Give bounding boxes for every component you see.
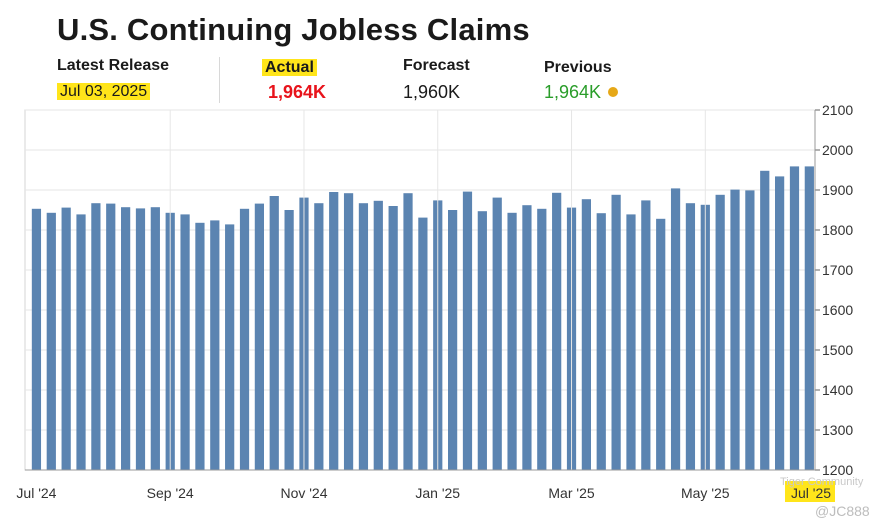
- bar: [225, 224, 235, 470]
- bar: [760, 170, 770, 471]
- y-tick-label: 1700: [822, 262, 853, 278]
- status-dot-icon: [608, 87, 619, 97]
- bar: [373, 200, 383, 471]
- x-tick-label: Mar '25: [548, 485, 594, 501]
- x-tick-label: Sep '24: [147, 485, 194, 501]
- bar: [135, 208, 146, 470]
- bar: [284, 210, 294, 470]
- x-tick-label: Jul '24: [16, 485, 56, 501]
- bar: [626, 214, 636, 470]
- bar: [388, 206, 398, 470]
- bar: [789, 166, 800, 470]
- x-tick-label: Nov '24: [280, 485, 327, 501]
- bar: [552, 192, 562, 471]
- previous-value-wrap: 1,964K: [544, 82, 619, 103]
- y-tick-label: 1300: [822, 422, 853, 438]
- bar: [343, 193, 354, 470]
- bar: [477, 211, 487, 470]
- forecast-value: 1,960K: [403, 82, 461, 102]
- bar: [448, 210, 458, 470]
- bar: [462, 191, 473, 470]
- bar: [804, 166, 814, 470]
- y-tick-label: 1400: [822, 382, 853, 398]
- actual-label: Actual: [262, 59, 317, 76]
- bar: [685, 203, 696, 470]
- latest-release-label: Latest Release: [57, 57, 170, 74]
- bar: [715, 194, 725, 471]
- bar: [745, 190, 755, 470]
- previous-label: Previous: [544, 59, 612, 76]
- latest-release-value: Jul 03, 2025: [57, 83, 151, 100]
- x-tick-highlight: [785, 481, 835, 502]
- bar: [150, 207, 160, 470]
- bar: [329, 192, 339, 470]
- y-tick-label: 2100: [822, 102, 853, 118]
- bar: [195, 222, 205, 470]
- bar: [730, 189, 740, 470]
- bar: [358, 203, 369, 470]
- bar: [31, 208, 42, 471]
- bar: [314, 203, 324, 470]
- y-tick-label: 1900: [822, 182, 853, 198]
- bar: [596, 213, 606, 470]
- bar: [61, 207, 71, 470]
- previous-value: 1,964K: [544, 82, 602, 102]
- x-tick-label: Jan '25: [415, 485, 460, 501]
- bar: [492, 197, 502, 470]
- bar: [775, 176, 785, 470]
- bar: [670, 188, 681, 470]
- bar: [507, 212, 517, 471]
- bar: [656, 218, 666, 470]
- actual-value: 1,964K: [268, 82, 327, 102]
- bar: [239, 208, 250, 471]
- y-tick-label: 1500: [822, 342, 853, 358]
- bar: [537, 208, 547, 471]
- bar: [121, 207, 131, 470]
- watermark-handle: @JC888: [815, 503, 870, 519]
- bar: [269, 196, 279, 470]
- bar: [611, 194, 621, 471]
- bar: [581, 199, 591, 470]
- y-tick-label: 1600: [822, 302, 853, 318]
- bar: [403, 193, 413, 470]
- bar: [46, 212, 56, 471]
- actual-label-wrap: Actual: [262, 59, 317, 77]
- bar: [210, 220, 220, 470]
- y-tick-label: 1200: [822, 462, 853, 478]
- x-tick-label: Jul '25: [791, 485, 831, 501]
- y-tick-label: 2000: [822, 142, 853, 158]
- forecast-label: Forecast: [403, 57, 470, 74]
- watermark-text: Tiger Community: [780, 476, 864, 488]
- bar: [418, 217, 428, 470]
- bar: [106, 203, 116, 470]
- latest-release-value-wrap: Jul 03, 2025: [57, 83, 151, 101]
- y-tick-label: 1800: [822, 222, 853, 238]
- bar: [254, 203, 264, 470]
- bar: [180, 214, 190, 470]
- header-divider: [219, 57, 220, 103]
- bar: [641, 200, 651, 470]
- bar: [522, 205, 532, 470]
- bar: [91, 203, 101, 470]
- page-title: U.S. Continuing Jobless Claims: [57, 12, 530, 47]
- bar: [76, 214, 86, 470]
- x-tick-label: May '25: [681, 485, 730, 501]
